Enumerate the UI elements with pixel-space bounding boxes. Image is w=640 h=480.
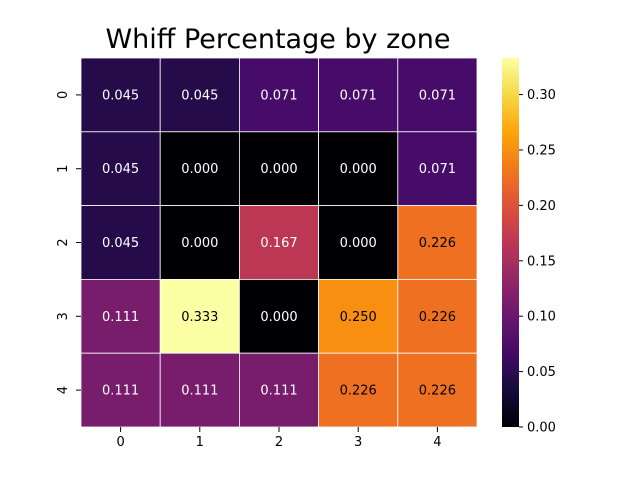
cell-value-label: 0.000 (181, 236, 218, 251)
heatmap-cell (80, 352, 161, 428)
colorbar-tick-label: 0.00 (527, 421, 556, 436)
y-tick-label: 1 (56, 165, 71, 173)
heatmap-cell (80, 131, 161, 207)
cell-value-label: 0.111 (181, 384, 218, 399)
heatmap-cell (397, 205, 478, 280)
heatmap-cell (397, 57, 478, 133)
cell-value-label: 0.226 (419, 384, 456, 399)
heatmap-cell (159, 57, 240, 133)
cell-value-label: 0.071 (419, 162, 456, 177)
heatmap-cell (318, 57, 399, 133)
cell-value-label: 0.226 (340, 384, 377, 399)
y-tick-label: 3 (56, 312, 71, 320)
heatmap-cell (159, 352, 240, 428)
heatmap-cell (397, 352, 478, 428)
x-tick-label: 3 (354, 435, 362, 450)
y-tick-label: 2 (56, 238, 71, 246)
colorbar-gradient (502, 58, 519, 427)
cell-value-label: 0.045 (102, 162, 139, 177)
heatmap-cell (80, 57, 161, 133)
heatmap-cell (238, 352, 319, 428)
cell-value-label: 0.045 (102, 88, 139, 103)
heatmap-cell (238, 278, 319, 354)
heatmap-cell (397, 131, 478, 207)
colorbar-tick-label: 0.30 (527, 88, 556, 103)
cell-value-label: 0.000 (181, 162, 218, 177)
colorbar-tick-label: 0.15 (527, 254, 556, 269)
cell-value-label: 0.045 (102, 236, 139, 251)
heatmap-cell (238, 131, 319, 207)
cell-value-label: 0.000 (340, 162, 377, 177)
cell-value-label: 0.226 (419, 236, 456, 251)
cell-value-label: 0.045 (181, 88, 218, 103)
x-tick-label: 4 (433, 435, 441, 450)
heatmap-cell (159, 205, 240, 280)
cell-value-label: 0.111 (260, 384, 297, 399)
cell-value-label: 0.333 (181, 310, 218, 325)
colorbar-tick-label: 0.20 (527, 199, 556, 214)
cell-value-label: 0.250 (340, 310, 377, 325)
y-axis: 0 1 2 3 4 (56, 91, 81, 394)
heatmap-cell (397, 278, 478, 354)
heatmap-cell (159, 278, 240, 354)
heatmap-cell (318, 278, 399, 354)
x-tick-label: 2 (275, 435, 283, 450)
cell-value-label: 0.071 (340, 88, 377, 103)
heatmap-cell (238, 57, 319, 133)
cell-value-label: 0.071 (260, 88, 297, 103)
x-tick-label: 0 (116, 435, 124, 450)
y-tick-label: 0 (56, 91, 71, 99)
cell-value-label: 0.167 (260, 236, 297, 251)
cell-value-label: 0.111 (102, 310, 139, 325)
colorbar-tick-label: 0.05 (527, 365, 556, 380)
cell-value-label: 0.226 (419, 310, 456, 325)
colorbar-tick-label: 0.10 (527, 310, 556, 325)
heatmap-cells (80, 57, 478, 428)
heatmap-cell-labels: 0.045 0.045 0.071 0.071 0.071 0.045 0.000 0.000… (102, 88, 456, 398)
heatmap-cell (318, 205, 399, 280)
colorbar-tick-label: 0.25 (527, 143, 556, 158)
x-axis: 0 1 2 3 4 (116, 427, 442, 450)
x-tick-label: 1 (196, 435, 204, 450)
cell-value-label: 0.000 (260, 310, 297, 325)
cell-value-label: 0.000 (340, 236, 377, 251)
cell-value-label: 0.111 (102, 384, 139, 399)
y-tick-label: 4 (56, 386, 71, 394)
cell-value-label: 0.071 (419, 88, 456, 103)
cell-value-label: 0.000 (260, 162, 297, 177)
heatmap-cell (238, 205, 319, 280)
chart-title: Whiff Percentage by zone (105, 24, 450, 55)
colorbar: 0.00 0.05 0.10 0.15 0.20 0.25 0.30 (502, 58, 556, 436)
